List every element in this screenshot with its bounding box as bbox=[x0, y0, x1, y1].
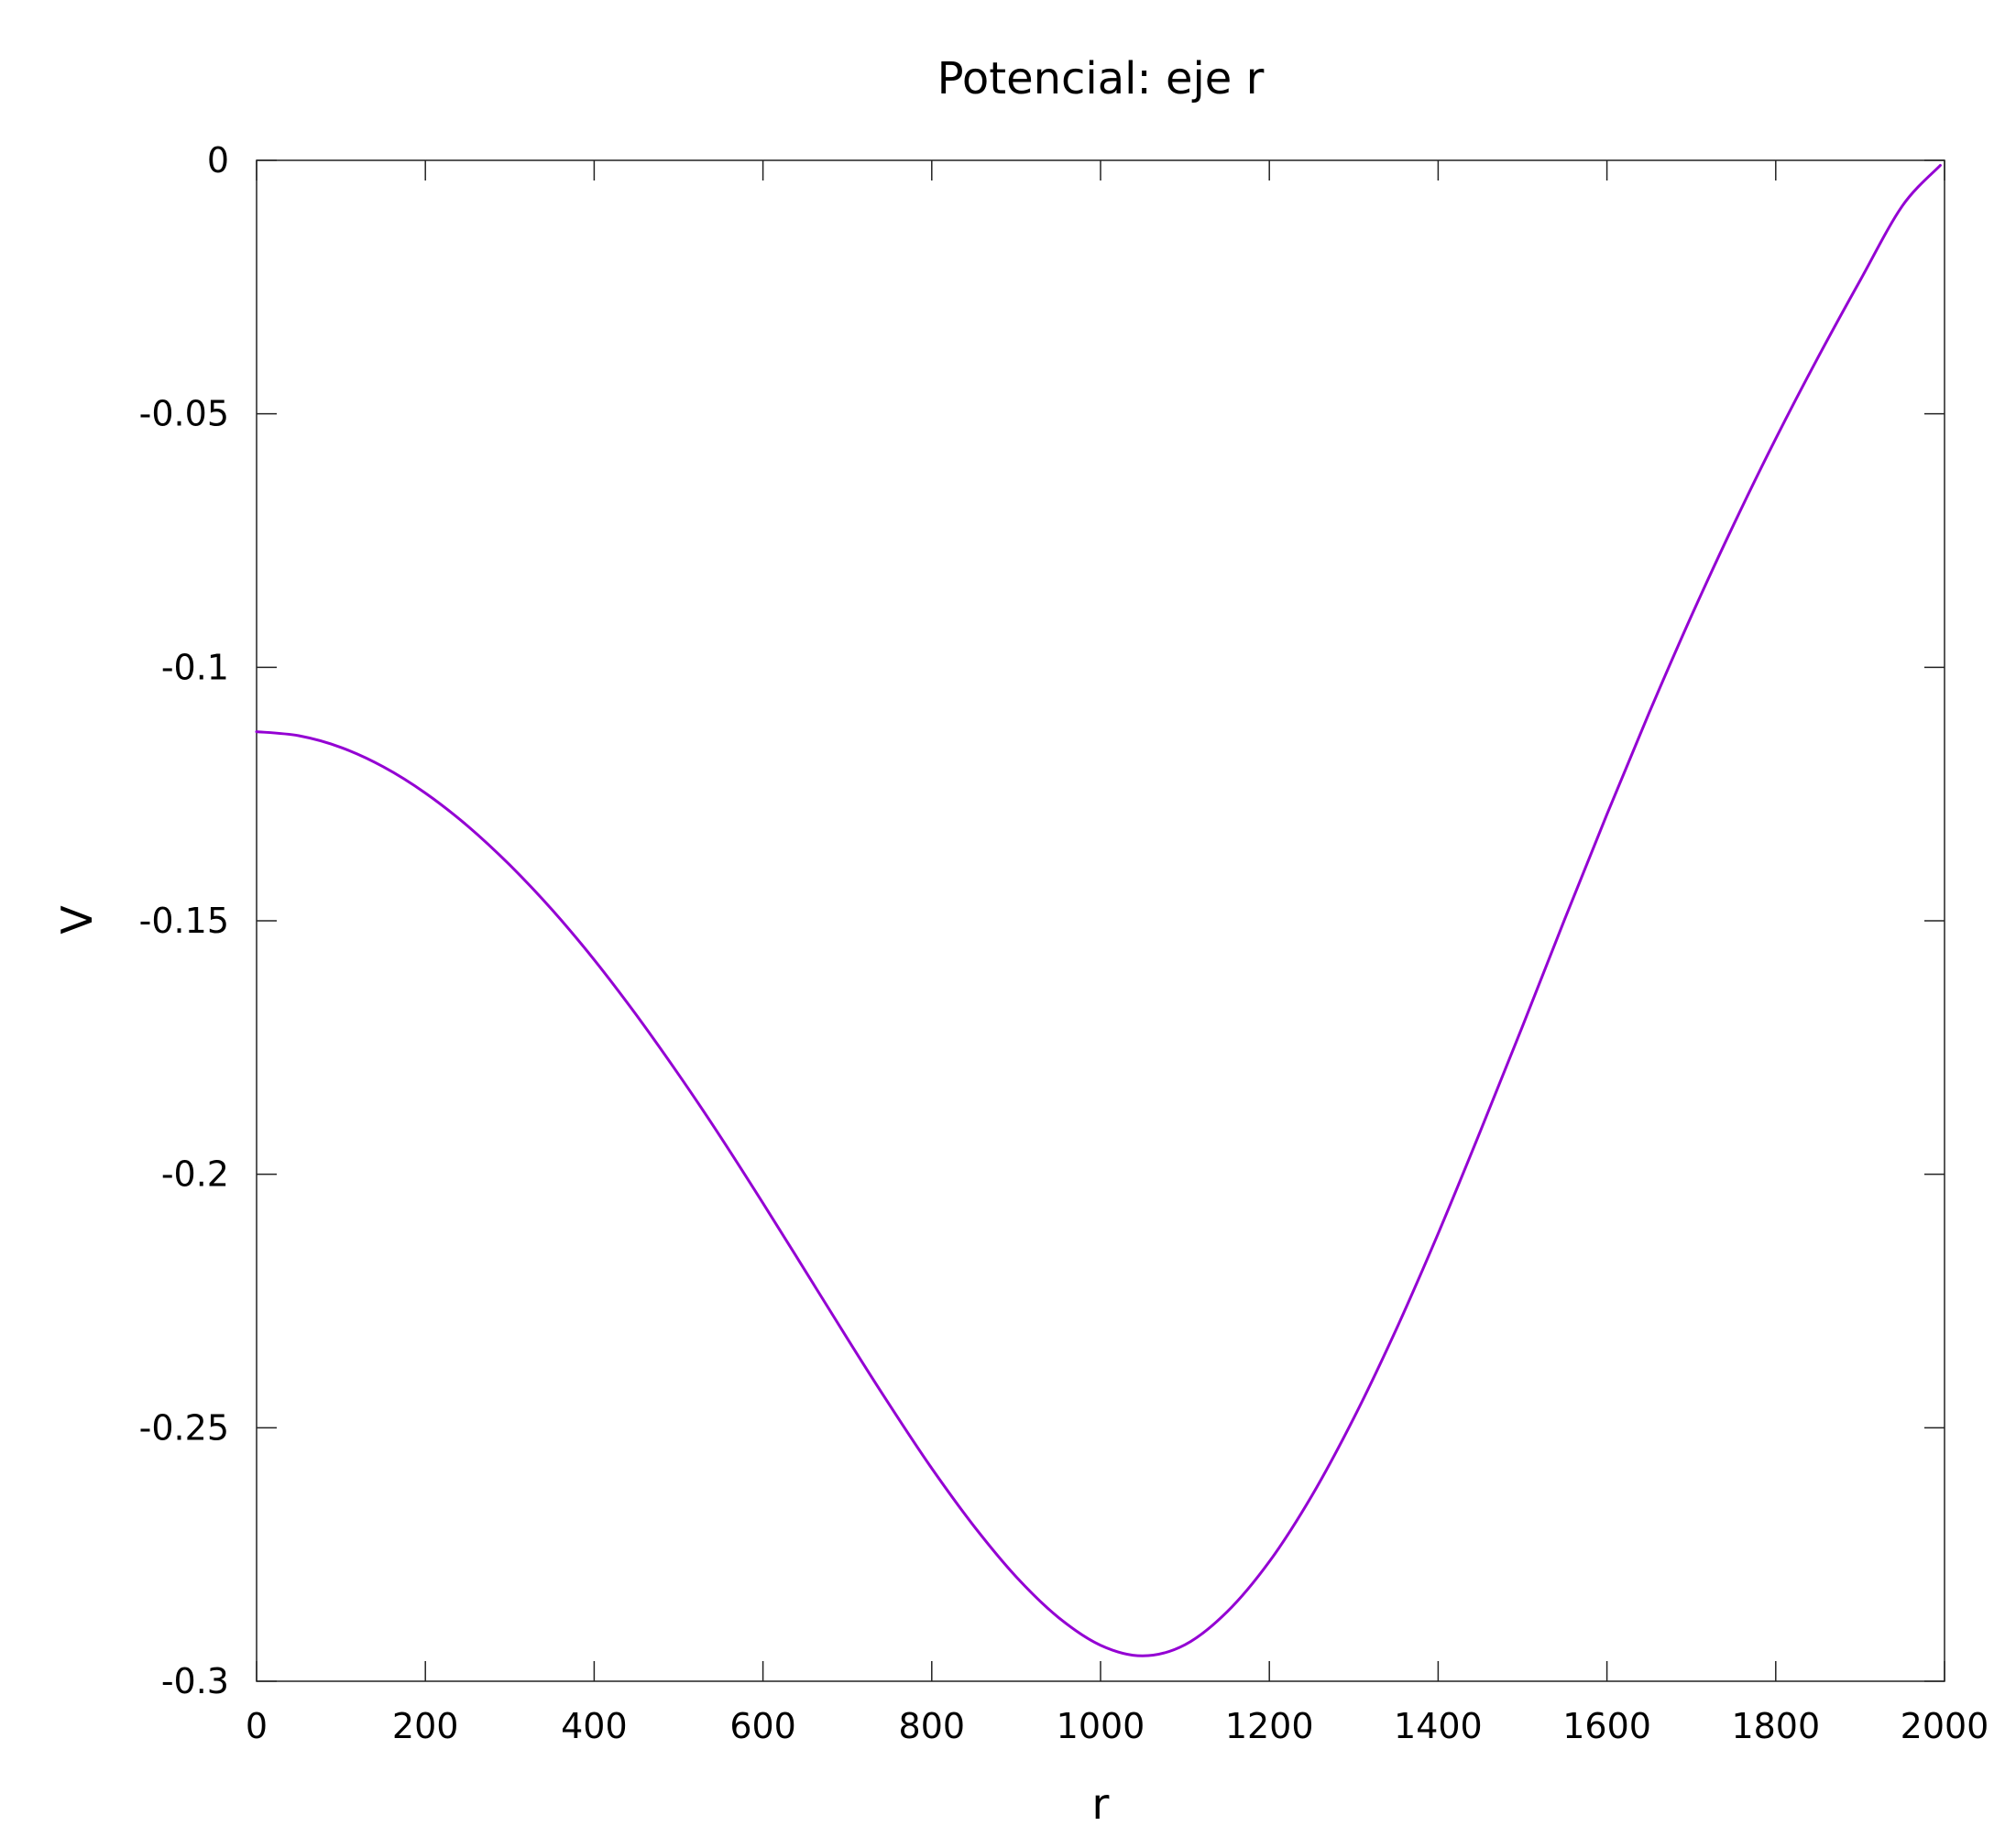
y-tick-label: -0.15 bbox=[139, 901, 229, 941]
series-group bbox=[255, 164, 1942, 1657]
chart-title: Potencial: eje r bbox=[937, 53, 1265, 104]
x-tick-label: 2000 bbox=[1901, 1706, 1989, 1746]
x-tick-label: 1600 bbox=[1562, 1706, 1651, 1746]
y-tick-label: -0.2 bbox=[161, 1154, 229, 1195]
y-tick-label: 0 bbox=[207, 140, 229, 180]
x-tick-label: 400 bbox=[561, 1706, 628, 1746]
y-tick-label: -0.05 bbox=[139, 394, 229, 434]
plot-frame bbox=[256, 159, 1945, 1682]
x-tick-label: 1400 bbox=[1394, 1706, 1483, 1746]
x-axis-label: r bbox=[1092, 1779, 1110, 1829]
x-axis-ticks: 0 200 400 600 800 1000 1200 1400 1600 1800 2000 bbox=[246, 160, 1989, 1746]
x-tick-label: 200 bbox=[392, 1706, 459, 1746]
y-tick-label: -0.1 bbox=[161, 647, 229, 687]
x-tick-label: 1800 bbox=[1731, 1706, 1820, 1746]
plot-border bbox=[256, 159, 1945, 1682]
y-tick-label: -0.25 bbox=[139, 1407, 229, 1448]
x-tick-label: 600 bbox=[729, 1706, 796, 1746]
y-axis-label: V bbox=[52, 905, 102, 935]
y-axis-ticks: 0 -0.05 -0.1 -0.15 -0.2 -0.25 -0.3 bbox=[139, 140, 1945, 1701]
x-tick-label: 1200 bbox=[1225, 1706, 1314, 1746]
x-tick-label: 1000 bbox=[1057, 1706, 1145, 1746]
x-tick-label: 0 bbox=[246, 1706, 268, 1746]
y-tick-label: -0.3 bbox=[161, 1661, 229, 1701]
x-tick-label: 800 bbox=[899, 1706, 966, 1746]
series-line bbox=[255, 164, 1942, 1657]
